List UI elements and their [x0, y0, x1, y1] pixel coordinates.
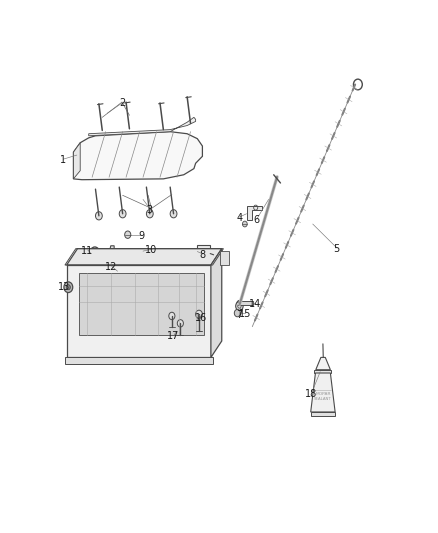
Polygon shape — [247, 206, 262, 220]
Text: 11: 11 — [81, 246, 93, 256]
Polygon shape — [311, 373, 335, 412]
Circle shape — [64, 282, 73, 293]
Polygon shape — [74, 132, 202, 180]
Text: 15: 15 — [239, 309, 251, 319]
Polygon shape — [74, 143, 80, 179]
Text: 17: 17 — [167, 330, 180, 341]
Circle shape — [146, 209, 153, 218]
Circle shape — [170, 209, 177, 218]
Text: 14: 14 — [249, 299, 261, 309]
Circle shape — [243, 221, 247, 227]
Polygon shape — [67, 248, 222, 265]
Circle shape — [125, 231, 131, 238]
Circle shape — [236, 302, 243, 311]
Circle shape — [119, 209, 126, 218]
Polygon shape — [67, 265, 211, 358]
Text: 8: 8 — [199, 250, 205, 260]
Text: 1: 1 — [60, 156, 66, 165]
Polygon shape — [211, 248, 222, 358]
Text: 10: 10 — [145, 245, 158, 255]
Text: 7: 7 — [237, 310, 243, 320]
Text: 6: 6 — [254, 215, 260, 225]
Polygon shape — [78, 273, 204, 335]
Circle shape — [196, 310, 202, 318]
Text: 3: 3 — [147, 205, 153, 215]
Text: 4: 4 — [237, 213, 243, 223]
Polygon shape — [65, 358, 212, 364]
Text: 2: 2 — [120, 98, 126, 108]
FancyBboxPatch shape — [220, 251, 229, 265]
Circle shape — [234, 309, 240, 317]
Polygon shape — [109, 246, 143, 262]
Text: 9: 9 — [138, 230, 145, 240]
Polygon shape — [316, 358, 330, 370]
Text: 13: 13 — [58, 282, 71, 292]
Circle shape — [95, 212, 102, 220]
Polygon shape — [314, 370, 332, 373]
Circle shape — [177, 320, 184, 327]
Text: 5: 5 — [333, 244, 339, 254]
FancyBboxPatch shape — [197, 245, 210, 257]
Circle shape — [66, 285, 71, 290]
Polygon shape — [88, 117, 196, 136]
Polygon shape — [311, 412, 335, 416]
Circle shape — [237, 301, 243, 308]
Circle shape — [169, 312, 175, 320]
Text: 12: 12 — [105, 262, 117, 272]
Text: MOPAR: MOPAR — [315, 392, 331, 397]
Polygon shape — [238, 301, 253, 305]
Text: 18: 18 — [305, 389, 317, 399]
Text: 16: 16 — [194, 313, 207, 324]
Text: SEALANT: SEALANT — [314, 397, 332, 401]
